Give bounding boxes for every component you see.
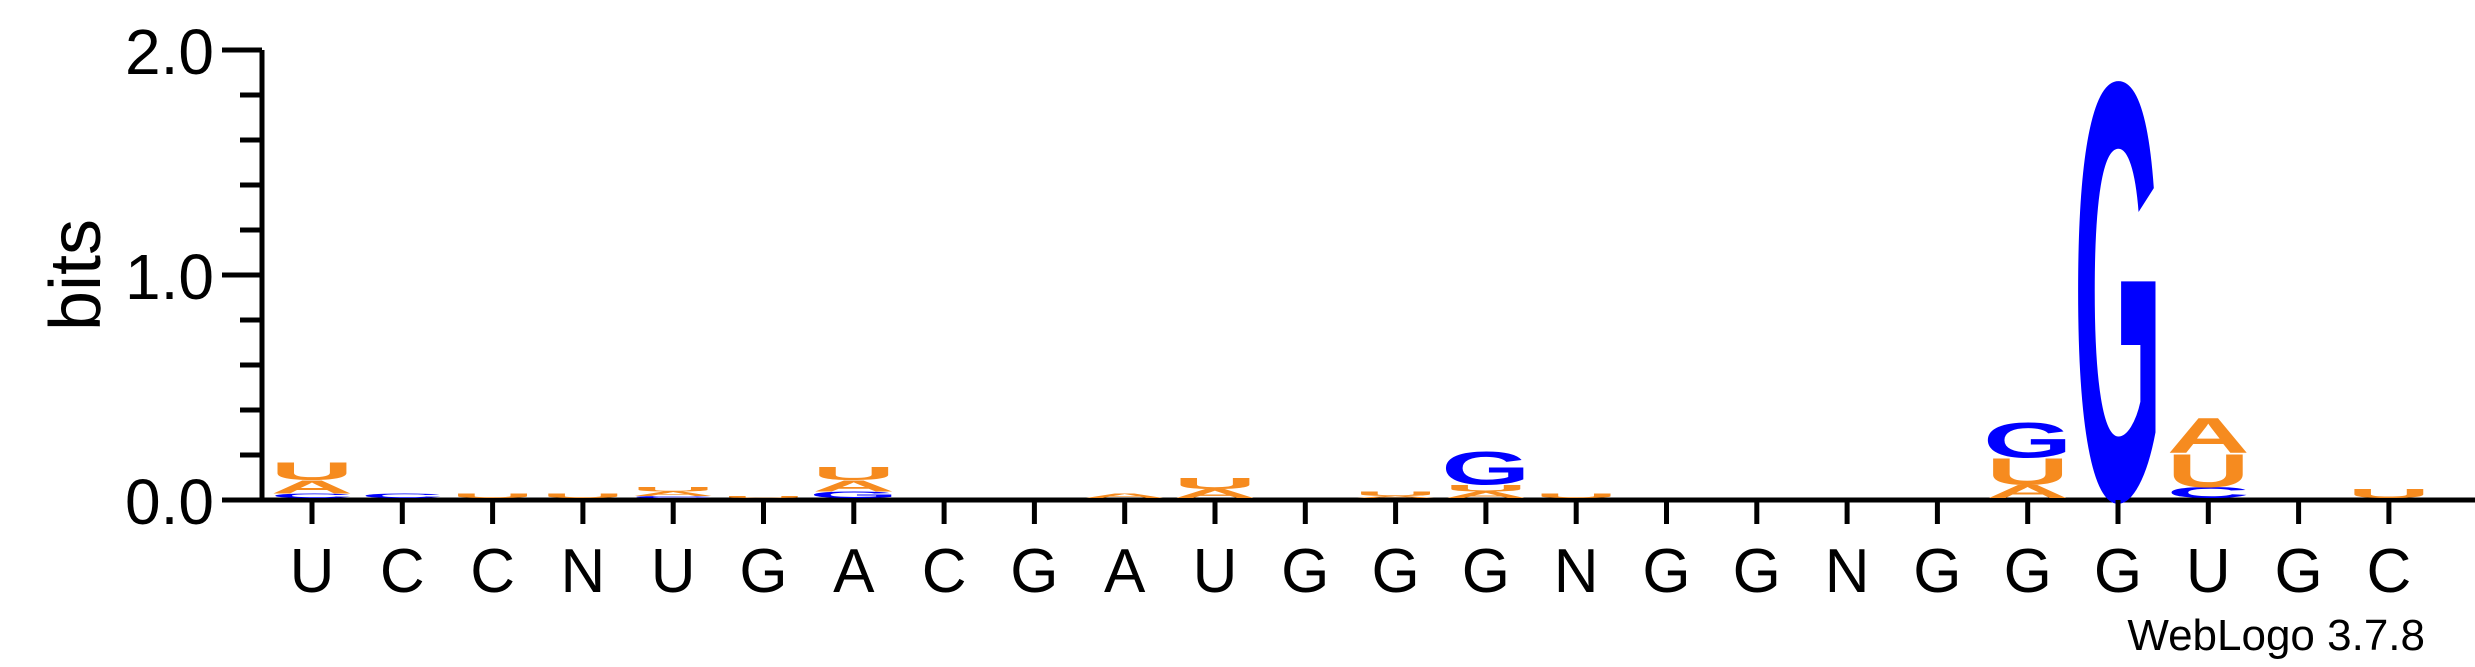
x-tick-label: G [1281, 537, 1329, 606]
logo-letter-a: A [1354, 495, 1437, 498]
logo-letter-u: U [1444, 483, 1527, 494]
x-tick-label: G [1733, 537, 1781, 606]
logo-letter-u: U [812, 463, 895, 484]
logo-letter-a: A [632, 490, 715, 497]
x-tick-label: G [2094, 537, 2142, 606]
x-tick-label: U [1193, 537, 1238, 606]
logo-letter-a: A [2167, 408, 2250, 464]
logo-letter-u: U [451, 492, 534, 499]
x-tick-label: G [2274, 537, 2322, 606]
x-tick-label: G [1642, 537, 1690, 606]
logo-letter-a: A [812, 477, 895, 494]
x-tick-label: G [1462, 537, 1510, 606]
x-tick-label: C [2367, 537, 2412, 606]
logo-letter-u: U [1986, 451, 2069, 493]
logo-letter-a: A [1444, 490, 1527, 501]
logo-letter-u: U [632, 486, 715, 493]
logo-letter-u: U [271, 457, 354, 485]
x-tick-label: G [739, 537, 787, 606]
logo-letter-a: A [271, 477, 354, 498]
y-axis: 0.0 1.0 2.0 bits [36, 16, 265, 538]
y-tick-label: 0.0 [125, 466, 214, 538]
x-tick-label: N [1554, 537, 1599, 606]
x-tick-label: G [1010, 537, 1058, 606]
x-tick-label: C [380, 537, 425, 606]
logo-letter-g: G [809, 490, 898, 501]
logo-letter-c: C [361, 492, 444, 499]
logo-letter-g: G [1983, 412, 2072, 468]
x-tick-label: G [1913, 537, 1961, 606]
logo-letter-c: C [271, 492, 354, 499]
y-axis-ticks: 0.0 1.0 2.0 [125, 16, 262, 538]
x-tick-label: A [1104, 537, 1146, 606]
logo-letter-u: U [2348, 487, 2431, 501]
logo-letter-c: C [2167, 484, 2250, 501]
x-tick-label: U [290, 537, 335, 606]
logo-letter-u: U [722, 495, 805, 498]
logo-letter-u: U [541, 492, 624, 499]
x-tick-label: C [922, 537, 967, 606]
x-tick-label: N [1825, 537, 1870, 606]
y-tick-label: 1.0 [125, 241, 214, 313]
x-tick-label: U [651, 537, 696, 606]
y-axis-label: bits [36, 219, 116, 331]
logo-letter-c: C [632, 495, 715, 498]
logo-letter-u: U [1174, 475, 1257, 492]
x-tick-label: A [833, 537, 875, 606]
logo-letter-u: U [1535, 492, 1618, 499]
x-tick-label: N [561, 537, 606, 606]
logo-letter-u: U [1354, 490, 1437, 497]
x-tick-label: U [2186, 537, 2231, 606]
weblogo-credit: WebLogo 3.7.8 [2127, 611, 2425, 660]
logo-letter-a: A [1174, 487, 1257, 501]
x-tick-label: G [2004, 537, 2052, 606]
logo-letter-a: A [1986, 481, 2069, 502]
x-tick-label: C [470, 537, 515, 606]
logo-letter-g: G [2073, 0, 2162, 626]
logo-letter-a: A [1083, 492, 1166, 499]
y-tick-label: 2.0 [125, 16, 214, 88]
x-tick-label: G [1371, 537, 1419, 606]
logo-letter-u: U [2167, 444, 2250, 497]
logo-letter-g: G [1441, 442, 1530, 495]
